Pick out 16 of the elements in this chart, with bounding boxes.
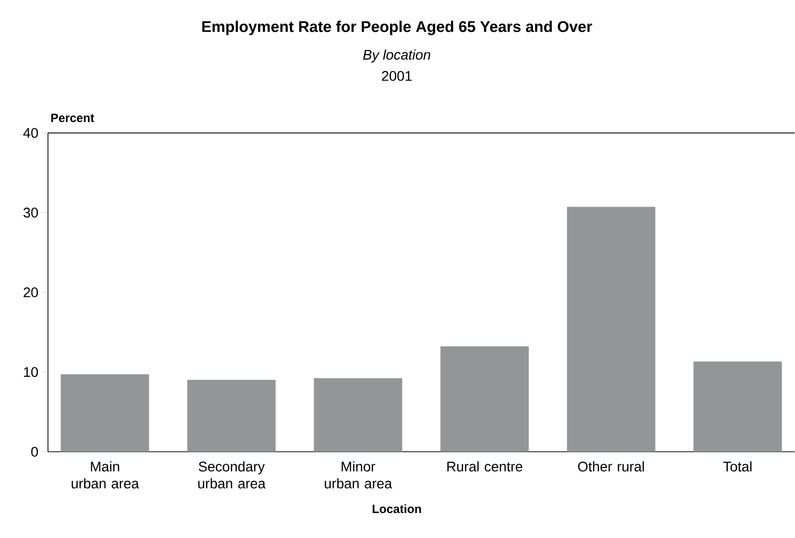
y-tick-label: 10 <box>24 367 38 378</box>
x-tick-label: Minor urban area <box>324 461 392 489</box>
x-tick-label: Other rural <box>578 461 644 472</box>
x-tick-label: Secondary urban area <box>198 461 266 489</box>
x-tick-label: Total <box>723 461 752 472</box>
x-tick-label: Rural centre <box>447 461 522 472</box>
text: 2001 <box>382 71 412 82</box>
x-axis-title: Location <box>372 504 421 514</box>
y-tick-label: 20 <box>24 288 38 298</box>
x-tick-label: Main urban area <box>72 461 140 489</box>
y-tick-label: 40 <box>23 128 38 138</box>
y-tick-label: 30 <box>23 208 38 218</box>
y-axis-title: Percent <box>51 114 94 122</box>
y-tick-label: 0 <box>31 446 38 457</box>
chart-title: Employment Rate for People Aged 65 Years and Over <box>202 20 592 36</box>
chart-subtitle: By location <box>363 50 430 63</box>
